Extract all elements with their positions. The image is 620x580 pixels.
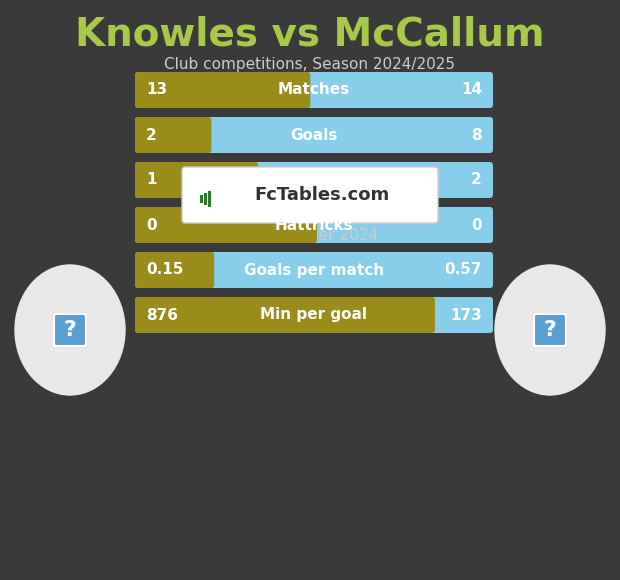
Bar bbox=[203, 193, 206, 205]
Text: ?: ? bbox=[64, 320, 76, 340]
FancyBboxPatch shape bbox=[135, 117, 493, 153]
Text: Knowles vs McCallum: Knowles vs McCallum bbox=[75, 16, 545, 54]
Circle shape bbox=[510, 280, 590, 360]
FancyBboxPatch shape bbox=[135, 162, 493, 198]
FancyBboxPatch shape bbox=[135, 162, 258, 198]
Text: 14: 14 bbox=[461, 82, 482, 97]
FancyBboxPatch shape bbox=[135, 297, 493, 333]
Text: 173: 173 bbox=[450, 307, 482, 322]
Text: Goals per match: Goals per match bbox=[244, 263, 384, 277]
Text: 0.15: 0.15 bbox=[146, 263, 184, 277]
Bar bbox=[200, 195, 203, 203]
Text: 0: 0 bbox=[146, 218, 157, 233]
Text: 0: 0 bbox=[471, 218, 482, 233]
FancyBboxPatch shape bbox=[534, 314, 566, 346]
Text: 2: 2 bbox=[471, 172, 482, 187]
FancyBboxPatch shape bbox=[135, 252, 493, 288]
Text: 13: 13 bbox=[146, 82, 167, 97]
Circle shape bbox=[30, 280, 110, 360]
FancyBboxPatch shape bbox=[54, 314, 86, 346]
FancyBboxPatch shape bbox=[135, 117, 211, 153]
FancyBboxPatch shape bbox=[135, 297, 435, 333]
Text: Club competitions, Season 2024/2025: Club competitions, Season 2024/2025 bbox=[164, 57, 456, 72]
Ellipse shape bbox=[15, 265, 125, 395]
Text: Hattricks: Hattricks bbox=[275, 218, 353, 233]
Text: Matches: Matches bbox=[278, 82, 350, 97]
Text: 0.57: 0.57 bbox=[445, 263, 482, 277]
FancyBboxPatch shape bbox=[135, 72, 311, 108]
FancyBboxPatch shape bbox=[135, 252, 215, 288]
Text: 2: 2 bbox=[146, 128, 157, 143]
Ellipse shape bbox=[495, 265, 605, 395]
Text: Min per goal: Min per goal bbox=[260, 307, 368, 322]
Text: 6 november 2024: 6 november 2024 bbox=[242, 227, 378, 242]
FancyBboxPatch shape bbox=[182, 167, 438, 223]
FancyBboxPatch shape bbox=[135, 207, 317, 243]
FancyBboxPatch shape bbox=[135, 207, 493, 243]
Text: ?: ? bbox=[544, 320, 556, 340]
Text: Assists: Assists bbox=[284, 172, 344, 187]
FancyBboxPatch shape bbox=[135, 72, 493, 108]
Text: 8: 8 bbox=[471, 128, 482, 143]
Text: Goals: Goals bbox=[290, 128, 338, 143]
Text: FcTables.com: FcTables.com bbox=[255, 186, 390, 204]
Text: 1: 1 bbox=[146, 172, 156, 187]
Bar bbox=[208, 191, 211, 207]
Text: 876: 876 bbox=[146, 307, 178, 322]
